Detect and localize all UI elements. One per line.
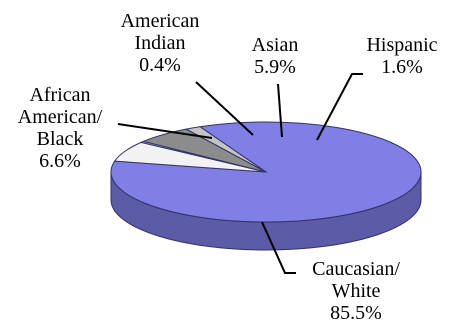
slice-label-african-american-black: African American/ Black 6.6%: [0, 84, 120, 172]
leader-line-3: [277, 83, 283, 138]
slice-label-hispanic: Hispanic 1.6%: [352, 34, 452, 78]
leader-lines: [117, 73, 363, 274]
leader-line-2: [195, 81, 254, 136]
slice-label-american-indian-line1: American: [120, 10, 200, 32]
slice-value-african-american-black: 6.6%: [39, 150, 81, 172]
slice-label-hispanic-line1: Hispanic: [366, 34, 438, 56]
slice-label-caucasian-white-line2: White: [331, 280, 381, 302]
slice-label-asian: Asian 5.9%: [240, 34, 310, 78]
slice-label-african-american-black-line3: Black: [36, 128, 84, 150]
leader-line-0: [261, 221, 296, 274]
slice-label-caucasian-white: Caucasian/ White 85.5%: [286, 258, 426, 324]
slice-label-asian-line1: Asian: [251, 34, 299, 56]
slice-value-asian: 5.9%: [254, 56, 296, 78]
slice-value-hispanic: 1.6%: [381, 56, 423, 78]
pie-top-face: [110, 121, 422, 223]
leader-line-1: [117, 123, 213, 139]
slice-label-african-american-black-line1: African: [29, 84, 91, 106]
slice-label-american-indian: American Indian 0.4%: [100, 10, 220, 76]
slice-label-african-american-black-line2: American/: [17, 106, 103, 128]
slice-value-caucasian-white: 85.5%: [330, 302, 382, 324]
slice-label-american-indian-line2: Indian: [134, 32, 186, 54]
leader-line-4: [316, 73, 363, 141]
slice-label-caucasian-white-line1: Caucasian/: [312, 258, 400, 280]
slice-value-american-indian: 0.4%: [139, 54, 181, 76]
